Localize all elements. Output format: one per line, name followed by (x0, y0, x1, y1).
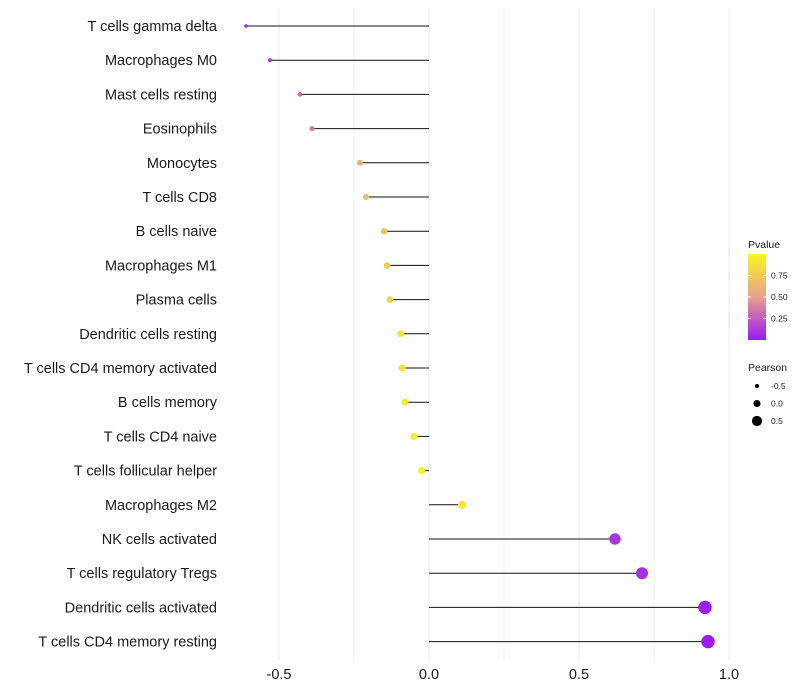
lollipop-point (244, 24, 248, 28)
category-label: B cells naive (136, 224, 217, 240)
size-legend-dot (751, 415, 763, 427)
lollipop-point (457, 500, 467, 509)
category-label: Macrophages M0 (105, 53, 217, 69)
lollipop-point (297, 92, 303, 97)
lollipop-point (386, 296, 394, 303)
category-label: NK cells activated (102, 532, 217, 548)
lollipop-point (410, 432, 418, 440)
category-label: T cells gamma delta (88, 19, 218, 35)
lollipop-point (267, 58, 273, 63)
category-label: T cells regulatory Tregs (67, 566, 217, 582)
points (244, 24, 715, 649)
size-legend-label: 0.0 (771, 399, 783, 409)
pvalue-colorbar (748, 254, 766, 340)
stems (246, 25, 708, 643)
category-label: T cells CD4 memory resting (38, 635, 217, 651)
category-label: Dendritic cells resting (79, 327, 217, 343)
category-label: Macrophages M2 (105, 498, 217, 514)
category-label: Plasma cells (136, 293, 217, 309)
lollipop-point (398, 364, 406, 372)
colorbar-label: 0.75 (771, 271, 788, 281)
category-label: Monocytes (147, 156, 217, 172)
x-tick-label: 0.0 (419, 667, 439, 683)
size-legend-label: 0.5 (771, 416, 783, 426)
lollipop-point (701, 634, 715, 649)
x-tick-label: 0.5 (569, 667, 589, 683)
pearson-legend: Pearson -0.5 0.0 0.5 (748, 362, 787, 427)
lollipop-point (401, 398, 409, 406)
category-label: T cells CD4 naive (104, 429, 217, 445)
grid (278, 8, 730, 660)
lollipop-point (698, 600, 712, 615)
x-axis-ticks: -0.5 0.0 0.5 1.0 (267, 667, 740, 683)
category-label: T cells follicular helper (74, 464, 217, 480)
category-label: Eosinophils (143, 122, 217, 138)
lollipop-point (380, 227, 388, 235)
lollipop-point (635, 567, 649, 580)
pearson-legend-title: Pearson (748, 362, 787, 374)
colorbar-label: 0.50 (771, 292, 788, 302)
size-legend-dot (753, 399, 761, 408)
x-tick-label: -0.5 (267, 667, 292, 683)
lollipop-point (356, 159, 364, 166)
category-label: Mast cells resting (105, 87, 217, 103)
lollipop-point (309, 126, 315, 132)
lollipop-point (397, 330, 404, 338)
lollipop-point (417, 466, 426, 475)
y-axis-labels: T cells gamma delta Macrophages M0 Mast ce… (24, 19, 218, 651)
category-label: Macrophages M1 (105, 258, 217, 274)
size-legend-label: -0.5 (771, 381, 786, 391)
category-label: B cells memory (118, 395, 218, 411)
lollipop-point (609, 533, 621, 545)
lollipop-point (362, 193, 370, 201)
lollipop-point (383, 262, 391, 269)
pvalue-legend-title: Pvalue (748, 239, 780, 251)
category-label: T cells CD8 (142, 190, 217, 206)
x-tick-label: 1.0 (719, 667, 739, 683)
pvalue-legend: Pvalue 0.25 0.50 0.75 (748, 239, 788, 340)
colorbar-label: 0.25 (771, 314, 788, 324)
category-label: T cells CD4 memory activated (24, 361, 217, 377)
category-label: Dendritic cells activated (65, 600, 217, 616)
size-legend-dot (754, 383, 760, 389)
